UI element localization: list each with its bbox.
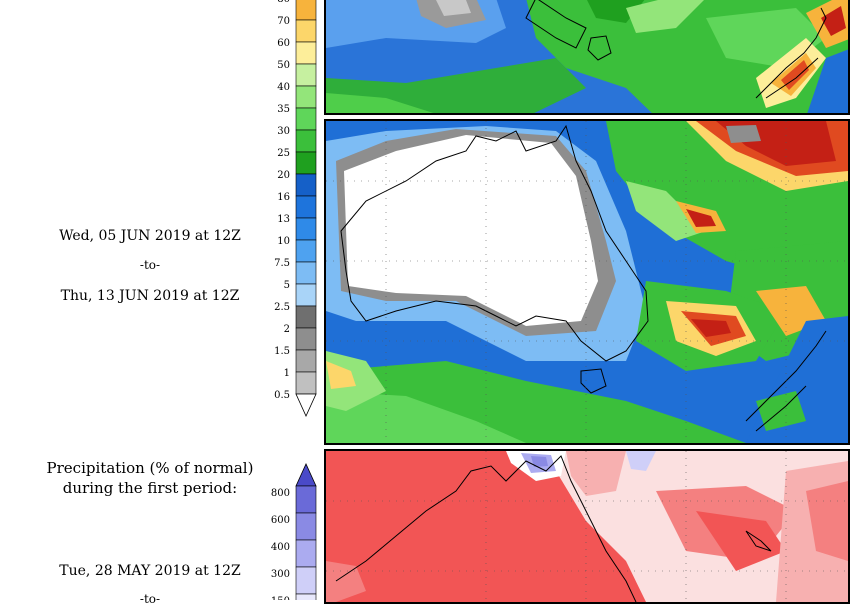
precip-scale-swatch xyxy=(295,107,317,131)
map-panel-precip-percent xyxy=(324,449,850,604)
precip-scale-swatch xyxy=(295,349,317,373)
precip-scale-tick: 25 xyxy=(277,148,290,159)
pct-scale-swatch xyxy=(295,566,317,595)
pct-scale-max-arrow xyxy=(295,463,317,487)
precip-scale-swatch xyxy=(295,0,317,21)
precip-scale-tick: 30 xyxy=(277,126,290,137)
precip-scale-tick: 60 xyxy=(277,38,290,49)
precip-scale-tick: 5 xyxy=(284,280,290,291)
precip-scale-swatch xyxy=(295,283,317,307)
precip-scale-swatch xyxy=(295,371,317,395)
period-start-label: Wed, 05 JUN 2019 at 12Z xyxy=(59,228,241,244)
precip-scale-tick: 20 xyxy=(277,170,290,181)
precip-scale-tick: 70 xyxy=(277,16,290,27)
precip-pct-title-line1: Precipitation (% of normal) xyxy=(46,459,254,477)
precip-scale-tick: 80 xyxy=(277,0,290,5)
precip-scale-swatch xyxy=(295,305,317,329)
period-separator: -to- xyxy=(139,258,161,272)
precip-scale-swatch xyxy=(295,151,317,175)
precip-scale-swatch xyxy=(295,41,317,65)
precip-scale-tick: 2 xyxy=(284,324,290,335)
pct-scale-tick: 600 xyxy=(271,515,290,526)
precip-pct-title-line2: during the first period: xyxy=(62,479,238,497)
pct-period-start-label: Tue, 28 MAY 2019 at 12Z xyxy=(59,563,241,579)
precip-scale-swatch xyxy=(295,85,317,109)
map-panel-top xyxy=(324,0,850,115)
precip-scale-swatch xyxy=(295,239,317,263)
precip-scale-swatch xyxy=(295,217,317,241)
precip-scale-swatch xyxy=(295,195,317,219)
pct-period-separator: -to- xyxy=(139,592,161,606)
precip-scale-swatch xyxy=(295,327,317,351)
precip-scale-swatch xyxy=(295,261,317,285)
precip-scale-tick: 1.5 xyxy=(274,346,290,357)
precip-scale-tick: 10 xyxy=(277,236,290,247)
precip-scale-tick: 7.5 xyxy=(274,258,290,269)
precip-scale-tick: 1 xyxy=(284,368,290,379)
pct-scale-tick: 300 xyxy=(271,569,290,580)
precip-scale-swatch xyxy=(295,173,317,197)
precip-scale-min-arrow xyxy=(295,393,317,417)
precip-scale-tick: 35 xyxy=(277,104,290,115)
pct-scale-tick: 800 xyxy=(271,488,290,499)
precip-scale-swatch xyxy=(295,129,317,153)
precip-scale-tick: 0.5 xyxy=(274,390,290,401)
period-end-label: Thu, 13 JUN 2019 at 12Z xyxy=(60,288,240,304)
pct-scale-tick: 150 xyxy=(271,596,290,600)
precip-scale-swatch xyxy=(295,63,317,87)
map-panel-precip-forecast xyxy=(324,119,850,445)
pct-scale-tick: 400 xyxy=(271,542,290,553)
precip-scale-tick: 13 xyxy=(277,214,290,225)
precip-scale-tick: 16 xyxy=(277,192,290,203)
pct-color-scale: 800 600 400 300 150 xyxy=(271,463,317,600)
precip-scale-swatch xyxy=(295,19,317,43)
precip-scale-tick: 50 xyxy=(277,60,290,71)
precip-scale-tick: 40 xyxy=(277,82,290,93)
pct-scale-swatch xyxy=(295,485,317,514)
precip-color-scale: 80 70 60 50 40 35 30 25 20 16 13 10 7.5 5 2.5 2 1.5 1 0.5 xyxy=(274,0,317,417)
pct-scale-swatch xyxy=(295,593,317,600)
pct-scale-swatch xyxy=(295,539,317,568)
precip-scale-tick: 2.5 xyxy=(274,302,290,313)
pct-scale-swatch xyxy=(295,512,317,541)
